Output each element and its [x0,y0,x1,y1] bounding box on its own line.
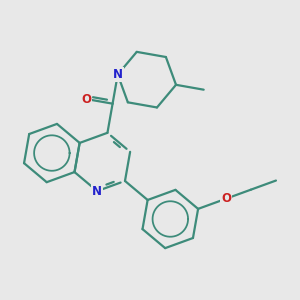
Text: N: N [113,68,123,81]
Text: O: O [81,92,92,106]
Text: O: O [221,192,231,205]
Text: N: N [92,184,102,198]
